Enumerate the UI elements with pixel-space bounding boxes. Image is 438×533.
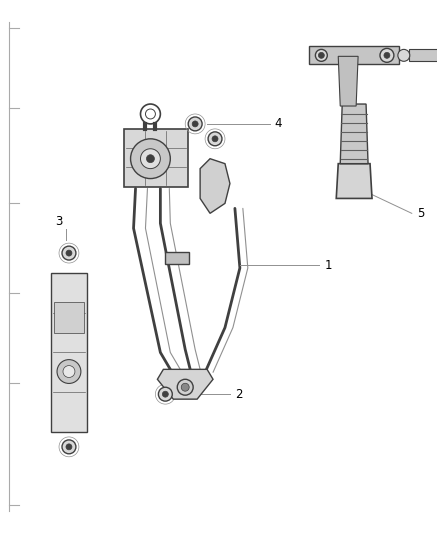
Bar <box>51 273 87 432</box>
Bar <box>54 302 84 333</box>
Circle shape <box>162 391 168 397</box>
Polygon shape <box>340 104 368 164</box>
Circle shape <box>141 149 160 168</box>
Circle shape <box>131 139 170 179</box>
Polygon shape <box>157 369 213 399</box>
Circle shape <box>192 121 198 127</box>
Circle shape <box>66 250 72 256</box>
Text: 4: 4 <box>275 117 282 131</box>
Polygon shape <box>336 164 372 198</box>
Circle shape <box>146 155 155 163</box>
Polygon shape <box>200 159 230 213</box>
Circle shape <box>181 383 189 391</box>
Bar <box>409 50 438 61</box>
Circle shape <box>62 440 76 454</box>
Bar <box>309 46 399 64</box>
Circle shape <box>57 360 81 383</box>
Circle shape <box>318 52 324 58</box>
Polygon shape <box>338 56 358 106</box>
Circle shape <box>159 387 172 401</box>
Circle shape <box>62 246 76 260</box>
Circle shape <box>212 136 218 142</box>
Circle shape <box>208 132 222 146</box>
Text: 2: 2 <box>235 387 242 401</box>
Text: 1: 1 <box>324 259 332 271</box>
Circle shape <box>380 49 394 62</box>
Text: 5: 5 <box>417 207 424 220</box>
Circle shape <box>398 50 410 61</box>
Circle shape <box>66 444 72 450</box>
Circle shape <box>384 52 390 58</box>
Circle shape <box>315 50 327 61</box>
Circle shape <box>188 117 202 131</box>
Bar <box>165 252 189 264</box>
Circle shape <box>63 366 75 377</box>
Circle shape <box>177 379 193 395</box>
Text: 3: 3 <box>55 215 63 228</box>
Bar <box>124 129 188 187</box>
